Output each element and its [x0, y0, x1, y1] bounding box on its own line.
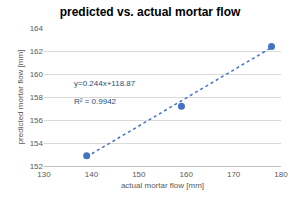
svg-text:predicted vs. actual mortar fl: predicted vs. actual mortar flow: [60, 5, 241, 19]
svg-text:154: 154: [30, 139, 44, 148]
svg-text:140: 140: [85, 170, 99, 179]
svg-text:156: 156: [30, 116, 44, 125]
svg-text:160: 160: [180, 170, 194, 179]
svg-text:170: 170: [227, 170, 241, 179]
svg-text:R² = 0.9942: R² = 0.9942: [74, 97, 117, 106]
svg-text:152: 152: [30, 162, 44, 171]
svg-text:y=0.244x+118.87: y=0.244x+118.87: [74, 79, 136, 88]
svg-text:predicted mortar flow [mm]: predicted mortar flow [mm]: [16, 50, 25, 145]
svg-text:160: 160: [30, 70, 44, 79]
svg-text:158: 158: [30, 93, 44, 102]
svg-text:162: 162: [30, 47, 44, 56]
svg-text:130: 130: [37, 170, 51, 179]
svg-text:164: 164: [30, 24, 44, 33]
svg-text:150: 150: [132, 170, 146, 179]
svg-text:actual mortar flow [mm]: actual mortar flow [mm]: [121, 181, 204, 190]
svg-text:180: 180: [274, 170, 288, 179]
